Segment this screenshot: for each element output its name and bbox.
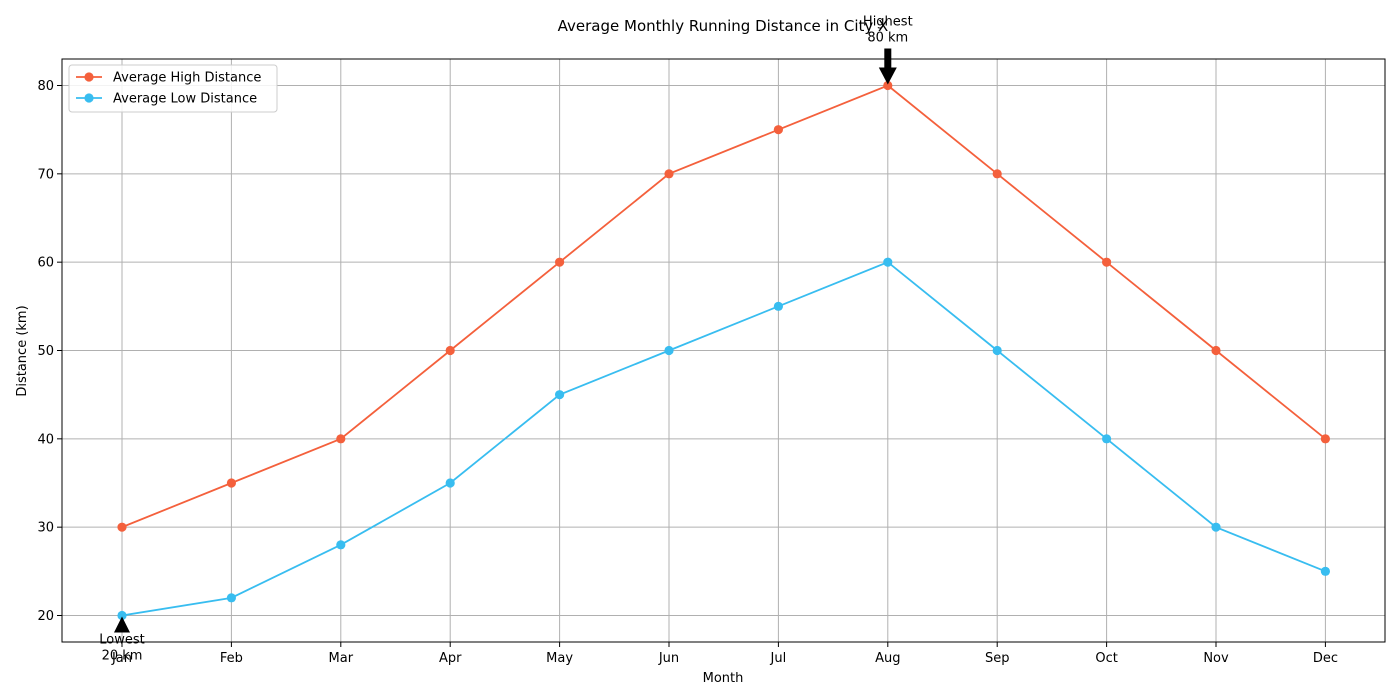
x-tick-label: Aug: [875, 651, 900, 666]
data-point: [117, 610, 127, 621]
y-tick-label: 60: [37, 256, 54, 271]
data-point: [555, 257, 565, 267]
annotation-text: 80 km: [867, 31, 908, 46]
x-tick-label: May: [546, 651, 573, 666]
x-tick-label: Sep: [985, 651, 1010, 666]
legend-entry: Average High Distance: [76, 71, 261, 86]
series-average-high-distance: [117, 80, 1330, 532]
x-tick-label: Dec: [1313, 651, 1338, 666]
annotation-text: 20 km: [102, 649, 143, 664]
annotation-text: Lowest: [99, 633, 144, 648]
series-line: [121, 84, 1326, 529]
y-tick-label: 70: [37, 167, 54, 182]
data-point: [664, 169, 674, 179]
data-point: [883, 257, 893, 267]
data-point: [883, 80, 893, 91]
data-point: [1211, 345, 1221, 356]
x-tick-label: Jun: [658, 651, 679, 666]
series-average-low-distance: [117, 257, 1330, 621]
legend-entry: Average Low Distance: [76, 92, 257, 107]
data-point: [1320, 434, 1330, 444]
data-point: [1211, 522, 1221, 532]
series-line: [121, 261, 1326, 617]
legend-box: [68, 64, 278, 113]
data-point: [992, 169, 1002, 179]
legend-swatch-marker: [84, 93, 94, 103]
data-point: [773, 301, 784, 311]
x-tick-label: Oct: [1095, 651, 1117, 666]
annotation-arrow-shaft: [884, 48, 892, 71]
y-tick-label: 20: [37, 609, 54, 624]
y-tick-label: 40: [37, 432, 54, 447]
data-point: [1102, 434, 1112, 444]
data-point: [555, 390, 565, 400]
annotation-arrow-head: [878, 67, 897, 85]
legend-label: Average Low Distance: [113, 92, 257, 107]
annotation-arrow-head: [114, 616, 130, 633]
data-point: [336, 434, 346, 444]
data-point: [445, 345, 455, 356]
data-point: [1320, 566, 1330, 576]
x-axis-label: Month: [703, 671, 744, 686]
ticks: Jan Feb Mar Apr May Jun Jul Aug Sep Oct Nov Dec 20 30…: [37, 79, 1338, 666]
data-point: [336, 540, 346, 550]
data-point: [117, 522, 127, 532]
y-tick-label: 50: [37, 344, 54, 359]
series-layer: [117, 80, 1330, 621]
x-tick-label: Jul: [770, 651, 787, 666]
y-axis-label: Distance (km): [15, 305, 30, 396]
data-point: [773, 125, 784, 135]
data-point: [1102, 257, 1112, 267]
y-tick-label: 80: [37, 79, 54, 94]
annotation-text: Highest: [863, 15, 913, 30]
y-tick-label: 30: [37, 521, 54, 536]
x-tick-label: Jan: [111, 651, 132, 666]
data-point: [992, 345, 1002, 356]
data-point: [226, 478, 236, 488]
x-tick-label: Mar: [329, 651, 354, 666]
legend-swatch-marker: [84, 72, 94, 82]
x-tick-label: Feb: [220, 651, 243, 666]
x-tick-label: Nov: [1203, 651, 1229, 666]
data-point: [664, 345, 674, 356]
chart-title: Average Monthly Running Distance in City…: [558, 17, 889, 35]
x-tick-label: Apr: [439, 651, 462, 666]
data-point: [445, 478, 455, 488]
data-point: [226, 593, 236, 603]
legend-label: Average High Distance: [113, 71, 261, 86]
legend: Average High Distance Average Low Distanc…: [68, 64, 278, 113]
